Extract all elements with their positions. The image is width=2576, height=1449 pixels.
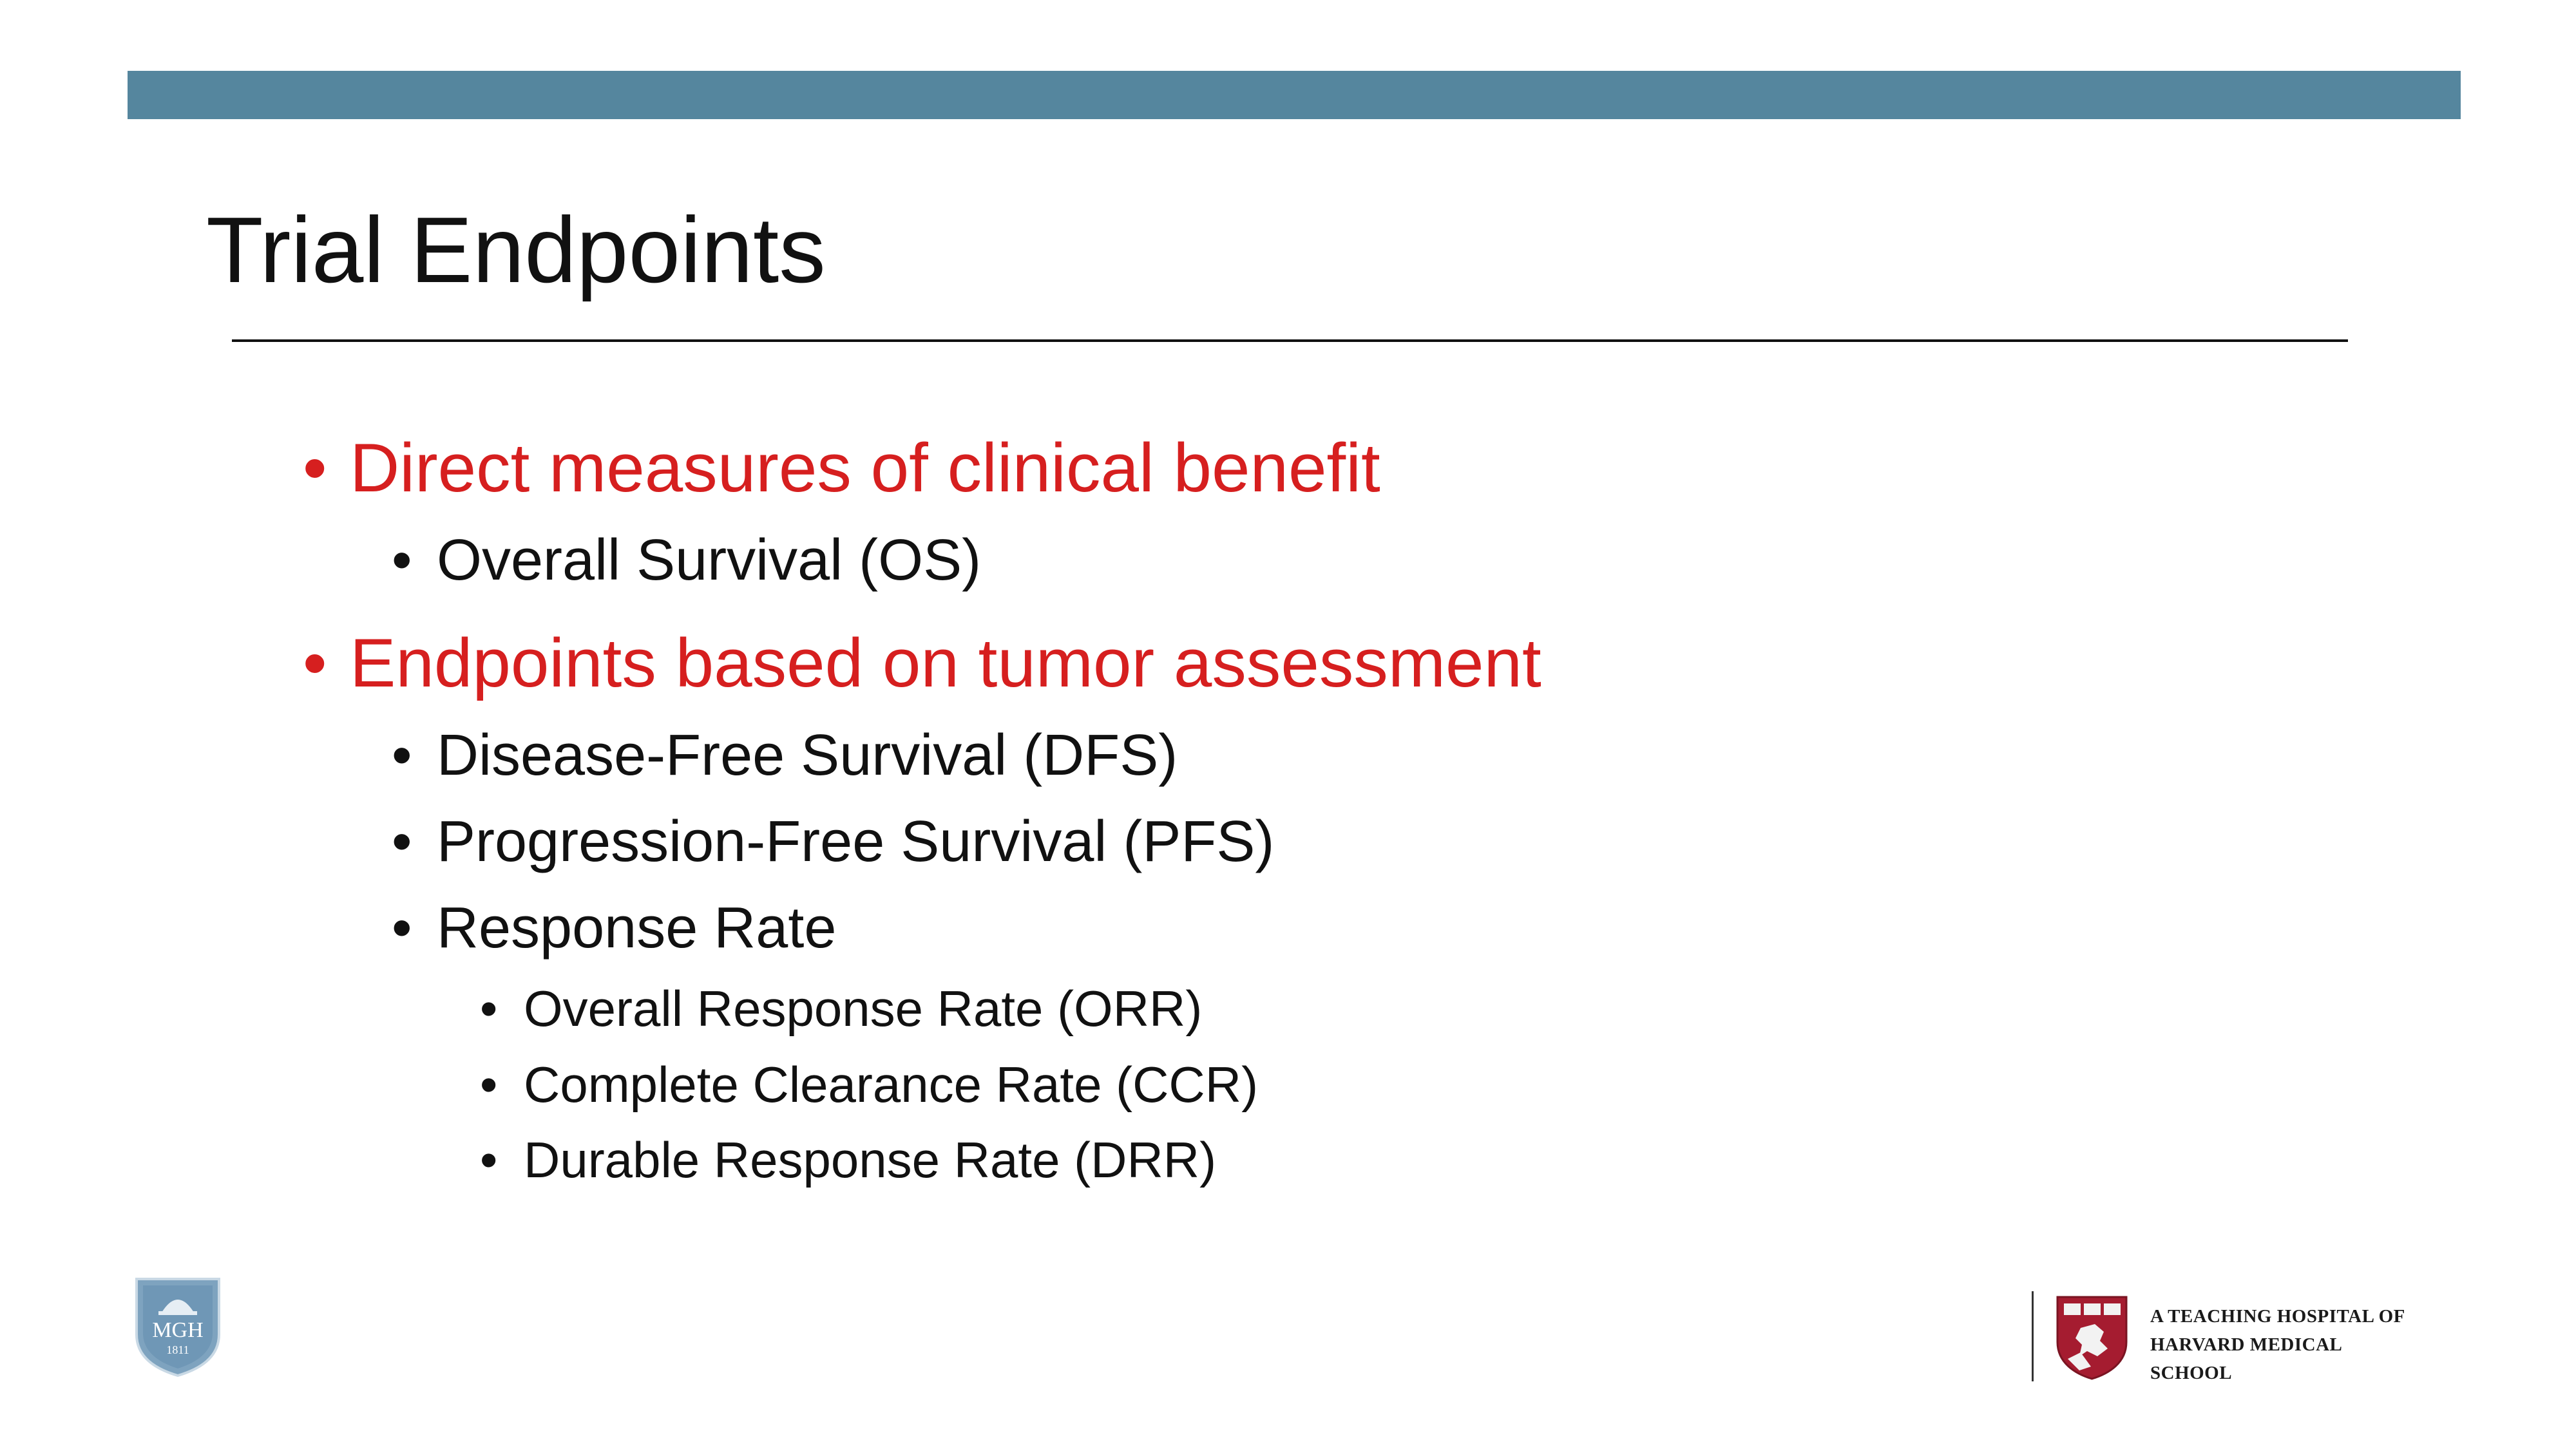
bullet-text: Overall Response Rate (ORR): [524, 980, 1203, 1037]
bullet-item: • Progression-Free Survival (PFS): [392, 807, 1274, 876]
bullet-text: Response Rate: [437, 896, 837, 960]
caption-line: HARVARD MEDICAL: [2150, 1334, 2343, 1355]
footer-divider: [2032, 1291, 2034, 1381]
bullet-dot-icon: •: [480, 1132, 498, 1188]
bullet-text: Direct measures of clinical benefit: [350, 429, 1380, 506]
bullet-dot-icon: •: [392, 723, 412, 788]
title-divider: [232, 339, 2348, 342]
bullet-text: Endpoints based on tumor assessment: [350, 624, 1541, 701]
bullet-item: • Overall Survival (OS): [392, 526, 981, 595]
bullet-item: • Durable Response Rate (DRR): [480, 1130, 1216, 1191]
caption-line: SCHOOL: [2150, 1363, 2233, 1383]
bullet-text: Durable Response Rate (DRR): [524, 1132, 1217, 1188]
caption-line: A TEACHING HOSPITAL OF: [2150, 1306, 2405, 1327]
bullet-text: Complete Clearance Rate (CCR): [524, 1056, 1259, 1113]
bullet-item: • Disease-Free Survival (DFS): [392, 721, 1178, 790]
bullet-dot-icon: •: [392, 810, 412, 874]
bullet-item: • Complete Clearance Rate (CCR): [480, 1055, 1258, 1115]
bullet-dot-icon: •: [303, 624, 327, 701]
slide-title: Trial Endpoints: [206, 198, 826, 302]
header-accent-bar: [128, 71, 2461, 119]
bullet-dot-icon: •: [303, 429, 327, 506]
bullet-item: • Response Rate: [392, 893, 836, 963]
bullet-item: • Endpoints based on tumor assessment: [303, 621, 1541, 704]
bullet-text: Progression-Free Survival (PFS): [437, 810, 1275, 874]
bullet-dot-icon: •: [392, 528, 412, 592]
mgh-logo-text: MGH: [152, 1318, 203, 1342]
bullet-dot-icon: •: [480, 1056, 498, 1113]
mgh-shield-icon: MGH 1811: [135, 1278, 220, 1378]
mgh-logo-year: 1811: [166, 1343, 189, 1356]
bullet-text: Overall Survival (OS): [437, 528, 982, 592]
bullet-dot-icon: •: [392, 896, 412, 960]
harvard-veritas-shield-icon: [2056, 1296, 2128, 1380]
bullet-item: • Direct measures of clinical benefit: [303, 426, 1380, 509]
bullet-text: Disease-Free Survival (DFS): [437, 723, 1178, 788]
teaching-hospital-caption: A TEACHING HOSPITAL OF HARVARD MEDICAL S…: [2150, 1302, 2434, 1387]
bullet-dot-icon: •: [480, 980, 498, 1037]
bullet-item: • Overall Response Rate (ORR): [480, 979, 1202, 1039]
